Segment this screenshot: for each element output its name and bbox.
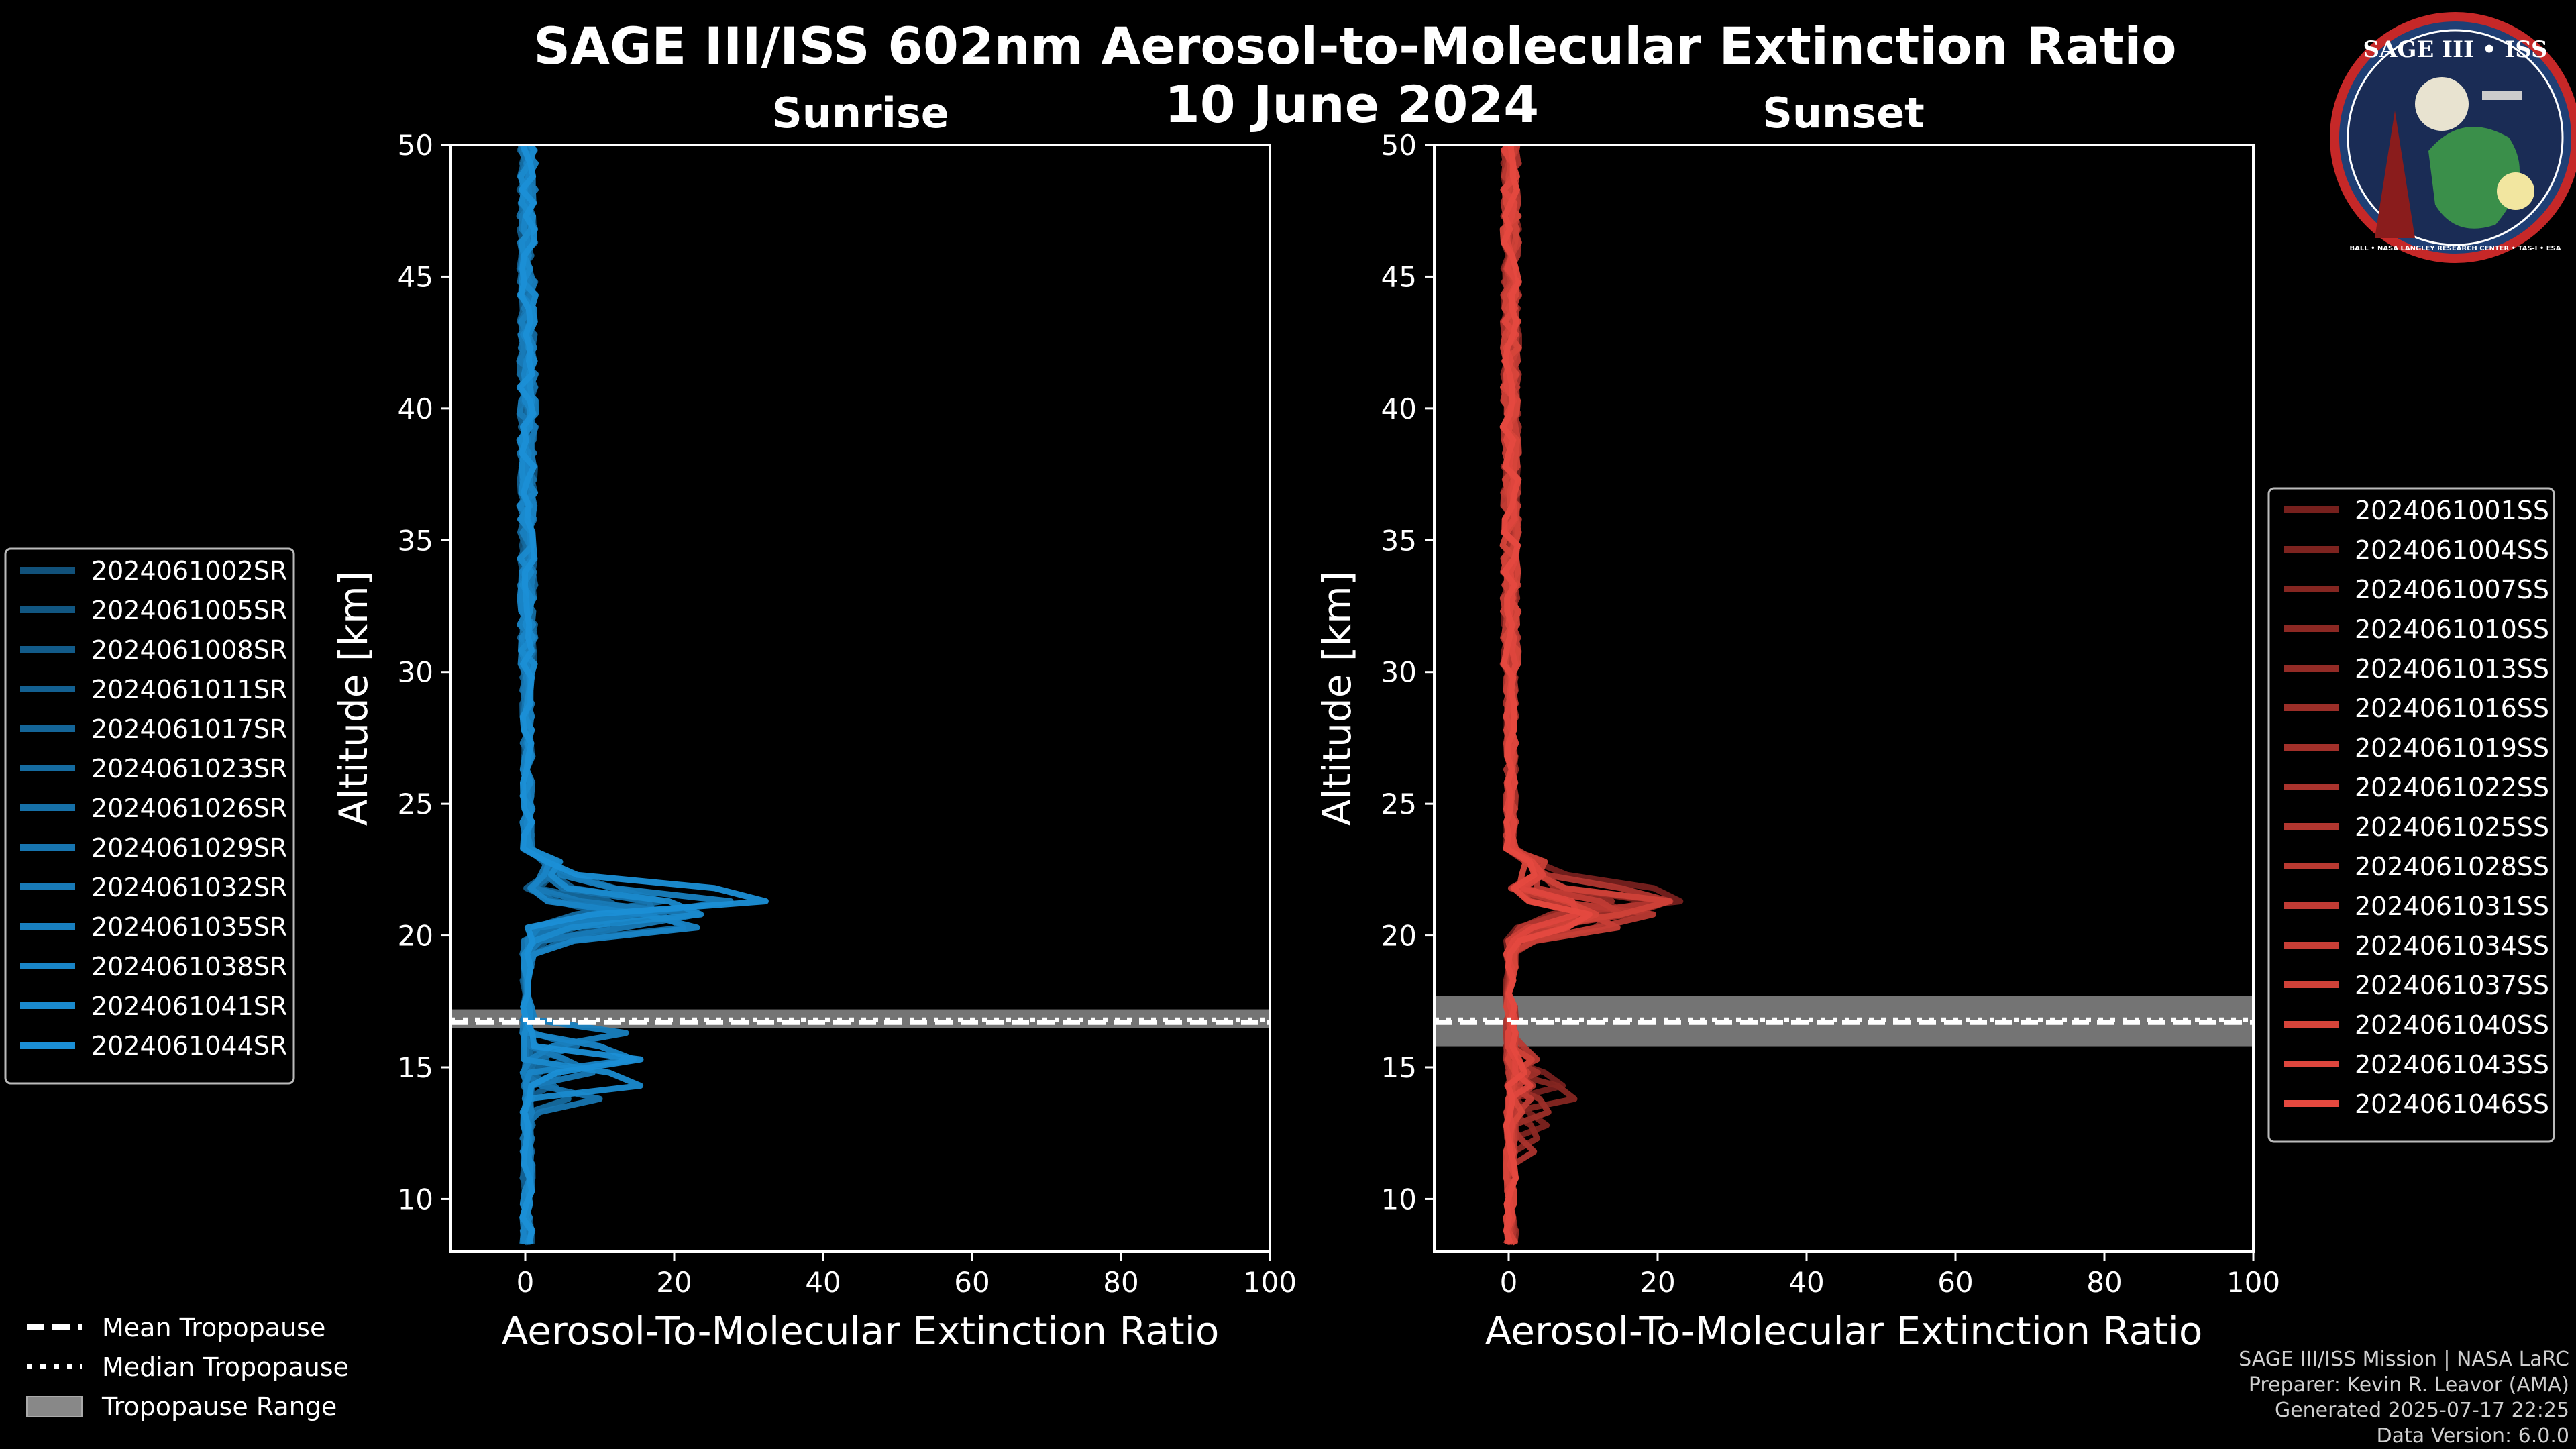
y-tick-label: 30 xyxy=(1381,656,1417,689)
legend-entry: 2024061032SR xyxy=(91,873,287,902)
legend-entry: 2024061034SS xyxy=(2355,931,2549,961)
legend-entry: 2024061041SR xyxy=(91,991,287,1021)
legend-entry: 2024061023SR xyxy=(91,754,287,784)
figure-robe-icon xyxy=(2375,111,2415,238)
y-tick-label: 15 xyxy=(398,1051,433,1084)
logo-ring-text: BALL • NASA LANGLEY RESEARCH CENTER • TA… xyxy=(2349,245,2561,252)
legend-entry: 2024061028SS xyxy=(2355,852,2549,881)
footer-mission: SAGE III/ISS Mission | NASA LaRC xyxy=(2239,1348,2569,1371)
legend-frame xyxy=(4,547,295,1085)
legend-entry: 2024061040SS xyxy=(2355,1010,2549,1040)
y-tick-label: 25 xyxy=(1381,788,1417,820)
x-tick-label: 80 xyxy=(2086,1266,2122,1299)
footer-preparer: Preparer: Kevin R. Leavor (AMA) xyxy=(2249,1373,2569,1397)
legend-entry: 2024061046SS xyxy=(2355,1089,2549,1119)
legend-entry: 2024061037SS xyxy=(2355,971,2549,1000)
y-tick-label: 10 xyxy=(398,1183,433,1216)
plot-frame xyxy=(449,144,1271,1253)
y-tick-label: 40 xyxy=(398,392,433,425)
logo-title: SAGE III • ISS xyxy=(2363,36,2547,63)
legend-entry: 2024061026SR xyxy=(91,794,287,823)
y-tick-label: 25 xyxy=(398,788,433,820)
legend-entry: 2024061002SR xyxy=(91,556,287,586)
legend-entry: 2024061011SR xyxy=(91,675,287,704)
y-tick-label: 50 xyxy=(398,129,433,162)
legend-entry: 2024061001SS xyxy=(2355,496,2549,525)
profile-line-2024061046SS xyxy=(1499,145,1593,1245)
y-tick-label: 20 xyxy=(398,920,433,953)
legend-entry: 2024061029SR xyxy=(91,833,287,863)
tropopause-range-label: Tropopause Range xyxy=(101,1392,337,1421)
x-tick-label: 20 xyxy=(656,1266,692,1299)
plot-frame xyxy=(1433,144,2255,1253)
mean-tropopause-label: Mean Tropopause xyxy=(102,1313,325,1342)
y-tick-label: 10 xyxy=(1381,1183,1417,1216)
y-tick-label: 40 xyxy=(1381,392,1417,425)
y-tick-label: 45 xyxy=(398,260,433,293)
legend-entry: 2024061022SS xyxy=(2355,773,2549,802)
footer-generated: Generated 2025-07-17 22:25 xyxy=(2275,1399,2569,1422)
median-tropopause-label: Median Tropopause xyxy=(102,1352,349,1382)
y-axis-label: Altitude [km] xyxy=(331,571,376,826)
legend-entry: 2024061005SR xyxy=(91,596,287,625)
main-title: SAGE III/ISS 602nm Aerosol-to-Molecular … xyxy=(533,16,2176,76)
y-tick-label: 35 xyxy=(1381,524,1417,557)
x-axis-label: Aerosol-To-Molecular Extinction Ratio xyxy=(1485,1308,2203,1354)
sun-icon xyxy=(2497,172,2534,210)
iss-icon xyxy=(2482,91,2522,100)
legend-entry: 2024061044SR xyxy=(91,1031,287,1061)
tropopause-range-swatch xyxy=(26,1396,83,1417)
sunrise-panel-title: Sunrise xyxy=(772,89,949,138)
x-tick-label: 20 xyxy=(1640,1266,1675,1299)
y-tick-label: 45 xyxy=(1381,260,1417,293)
legend-entry: 2024061019SS xyxy=(2355,733,2549,763)
legend-entry: 2024061025SS xyxy=(2355,812,2549,842)
y-tick-label: 50 xyxy=(1381,129,1417,162)
footer-data-version: Data Version: 6.0.0 xyxy=(2377,1424,2569,1448)
sunset-plot: 0 20 40 60 80 100 10 15 20 25 30 35 40 45 50 Aerosol-To… xyxy=(1314,129,2280,1354)
legend-entry: 2024061007SS xyxy=(2355,575,2549,604)
y-tick-label: 20 xyxy=(1381,920,1417,953)
x-tick-label: 80 xyxy=(1103,1266,1138,1299)
legend-entry: 2024061008SR xyxy=(91,635,287,665)
date-title: 10 June 2024 xyxy=(1165,74,1539,134)
tropopause-legend: Mean Tropopause Median Tropopause Tropop… xyxy=(26,1313,349,1421)
legend-entry: 2024061043SS xyxy=(2355,1050,2549,1079)
x-tick-label: 60 xyxy=(1937,1266,1973,1299)
sunset-panel-title: Sunset xyxy=(1762,89,1925,138)
sage-iii-iss-logo: SAGE III • ISS BALL • NASA LANGLEY RESEA… xyxy=(2330,12,2576,263)
x-tick-label: 100 xyxy=(2226,1266,2280,1299)
earth-landmass-icon xyxy=(2428,127,2520,229)
y-tick-label: 35 xyxy=(398,524,433,557)
legend-entry: 2024061013SS xyxy=(2355,654,2549,684)
x-tick-label: 0 xyxy=(1500,1266,1518,1299)
legend-entry: 2024061031SS xyxy=(2355,892,2549,921)
sunrise-plot: 0 20 40 60 80 100 10 15 20 25 30 35 40 45 50 Aerosol-To… xyxy=(331,129,1297,1354)
sunset-legend: 2024061001SS 2024061004SS 2024061007SS 2024… xyxy=(2267,487,2555,1143)
moon-icon xyxy=(2415,77,2469,131)
sunrise-legend: 2024061002SR 2024061005SR 2024061008SR 2024… xyxy=(4,547,295,1085)
legend-entry: 2024061038SR xyxy=(91,952,287,981)
x-tick-label: 40 xyxy=(805,1266,841,1299)
y-axis-label: Altitude [km] xyxy=(1314,571,1360,826)
legend-entry: 2024061035SR xyxy=(91,912,287,942)
x-tick-label: 40 xyxy=(1788,1266,1824,1299)
profile-line-2024061019SS xyxy=(1500,145,1672,1245)
profile-line-2024061044SR xyxy=(516,145,769,1244)
x-tick-label: 60 xyxy=(954,1266,989,1299)
y-tick-label: 30 xyxy=(398,656,433,689)
legend-entry: 2024061016SS xyxy=(2355,694,2549,723)
y-tick-label: 15 xyxy=(1381,1051,1417,1084)
legend-entry: 2024061017SR xyxy=(91,714,287,744)
legend-frame xyxy=(2267,487,2555,1143)
legend-entry: 2024061004SS xyxy=(2355,535,2549,565)
legend-entry: 2024061010SS xyxy=(2355,614,2549,644)
x-axis-label: Aerosol-To-Molecular Extinction Ratio xyxy=(502,1308,1220,1354)
x-tick-label: 0 xyxy=(517,1266,535,1299)
x-tick-label: 100 xyxy=(1243,1266,1297,1299)
